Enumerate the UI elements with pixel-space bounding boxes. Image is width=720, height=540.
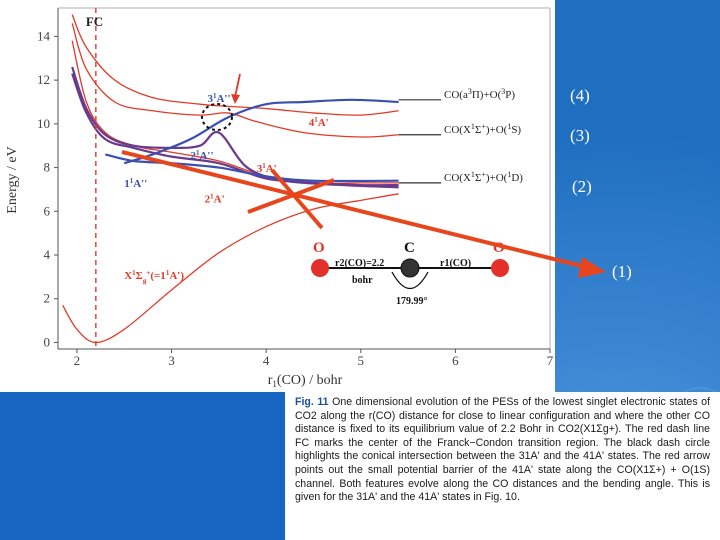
plot-panel: 2 3 4 5 6 7 0 2 4 6 8 10 12 14 CO(a3Π)+O(3P) CO(X1Σ+)+… [0, 0, 555, 392]
channel-label-3: (3) [570, 126, 590, 145]
oxygen-atom-right [491, 259, 509, 277]
y-axis-title: Energy / eV [5, 146, 20, 213]
x-tick-label: 5 [358, 353, 365, 368]
fc-label: FC [86, 14, 103, 29]
atom-label-o-left: O [313, 240, 325, 256]
atom-label-c: C [404, 240, 415, 256]
oxygen-atom-left [311, 259, 329, 277]
y-tick-label: 12 [37, 72, 50, 87]
y-tick-label: 2 [44, 291, 51, 306]
asymptote-label: CO(a3Π)+O(3P) [444, 86, 515, 101]
state-label: 11A'' [124, 177, 147, 190]
state-label: 31A' [257, 162, 277, 175]
channel-label-2: (2) [572, 177, 592, 196]
r2-label: r2(CO)=2.2 [335, 258, 384, 269]
y-tick-label: 14 [37, 28, 51, 43]
y-tick-label: 6 [44, 203, 51, 218]
x-tick-label: 3 [168, 353, 175, 368]
pes-curve-7 [123, 98, 399, 165]
molecule-inset: O C O r2(CO)=2.2 bohr r1(CO) 179.99° [311, 240, 509, 307]
y-tick-label: 10 [37, 116, 50, 131]
state-label: 41A' [309, 116, 329, 129]
pes-curve-2 [71, 23, 399, 138]
x-tick-label: 7 [547, 353, 554, 368]
pes-curve-3 [71, 14, 399, 116]
big-red-arrow-head [578, 257, 606, 278]
big-red-arrow [121, 150, 591, 270]
pes-chart: 2 3 4 5 6 7 0 2 4 6 8 10 12 14 CO(a3Π)+O(3P) CO(X1Σ+)+… [5, 7, 554, 389]
carbon-atom [400, 258, 420, 278]
channel-label-1: (1) [612, 262, 632, 281]
red-x-stroke-2 [247, 178, 335, 214]
r2-unit: bohr [352, 275, 373, 286]
state-label: 21A' [205, 193, 225, 206]
x-axis-title: r1(CO) / bohr [268, 373, 343, 389]
x-tick-label: 6 [452, 353, 459, 368]
asymptote-label: CO(X1Σ+)+O(1D) [444, 169, 523, 184]
figure-caption: Fig. 11 One dimensional evolution of the… [285, 392, 720, 540]
angle-label: 179.99° [396, 296, 428, 307]
asymptote-label: CO(X1Σ+)+O(1S) [444, 121, 521, 136]
x-tick-label: 4 [263, 353, 270, 368]
barrier-arrow [231, 73, 241, 104]
conical-intersection-circle [201, 103, 233, 131]
y-tick-label: 4 [44, 247, 51, 262]
caption-text: One dimensional evolution of the PESs of… [295, 396, 710, 504]
red-x-stroke-1 [270, 168, 324, 230]
y-tick-label: 0 [44, 334, 51, 349]
r1-label: r1(CO) [440, 258, 471, 269]
caption-fig-label: Fig. 11 [295, 396, 329, 408]
x-tick-label: 2 [74, 353, 81, 368]
state-label: 21A'' [190, 149, 213, 162]
pes-curve-5 [71, 73, 399, 187]
atom-label-o-right: O [493, 240, 505, 256]
y-tick-label: 8 [44, 160, 51, 175]
angle-arc [391, 271, 429, 290]
bottom-left-panel [0, 392, 285, 540]
ground-state-label: X1Σg+(=11A') [124, 269, 184, 285]
channel-label-4: (4) [570, 86, 590, 105]
state-label: 31A'' [207, 92, 230, 105]
